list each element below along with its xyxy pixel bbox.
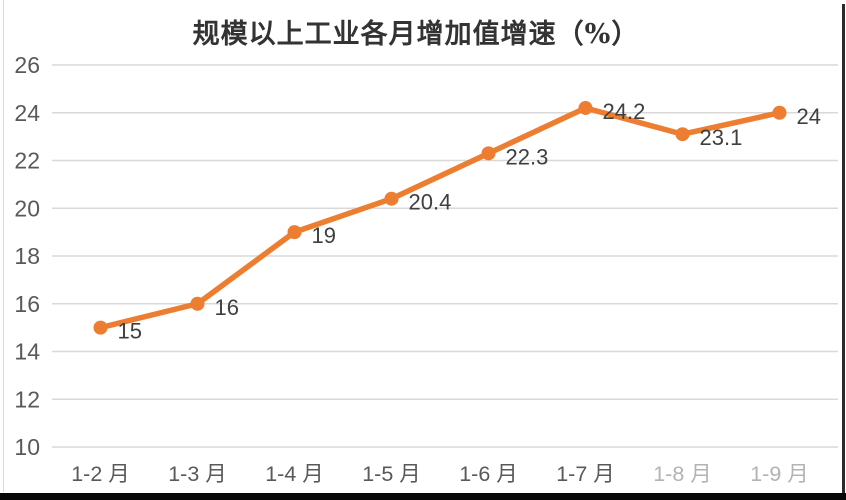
data-point-label: 24 <box>797 104 821 129</box>
data-point-label: 16 <box>215 295 239 320</box>
y-axis-tick-label: 26 <box>14 52 40 78</box>
y-axis-tick-label: 14 <box>14 339 40 365</box>
data-point-label: 22.3 <box>506 144 549 169</box>
data-point-marker <box>675 127 690 142</box>
data-point-label: 23.1 <box>700 125 743 150</box>
x-axis-tick-label: 1-3 月 <box>168 462 227 486</box>
data-point-marker <box>287 225 302 240</box>
data-point-label: 20.4 <box>409 190 452 215</box>
y-axis-tick-label: 20 <box>14 195 40 221</box>
chart-left-border <box>3 0 4 492</box>
y-axis-tick-label: 10 <box>14 434 40 460</box>
data-point-label: 24.2 <box>603 99 646 124</box>
x-axis-tick-label: 1-4 月 <box>265 462 324 486</box>
y-axis-tick-label: 22 <box>14 148 40 174</box>
x-axis-tick-label: 1-8 月 <box>653 462 712 486</box>
x-axis-tick-label: 1-5 月 <box>362 462 421 486</box>
y-axis-tick-label: 24 <box>14 100 40 126</box>
data-point-label: 19 <box>312 223 336 248</box>
y-axis-tick-label: 12 <box>14 386 40 412</box>
data-point-marker <box>772 105 787 120</box>
x-axis-tick-label: 1-2 月 <box>71 462 130 486</box>
series-line <box>97 105 783 331</box>
data-point-marker <box>93 320 108 335</box>
y-axis-tick-label: 18 <box>14 243 40 269</box>
x-axis-tick-label: 1-6 月 <box>459 462 518 486</box>
data-point-marker <box>190 296 205 311</box>
image-bottom-border <box>0 493 846 500</box>
image-right-border <box>842 4 845 500</box>
x-axis-tick-label: 1-9 月 <box>750 462 809 486</box>
x-axis-tick-label: 1-7 月 <box>556 462 615 486</box>
data-point-label: 15 <box>118 319 142 344</box>
data-point-marker <box>384 191 399 206</box>
y-axis-tick-label: 16 <box>14 291 40 317</box>
data-point-marker <box>481 146 496 161</box>
data-point-marker <box>578 100 593 115</box>
chart-title: 规模以上工业各月增加值增速（%） <box>192 19 640 50</box>
